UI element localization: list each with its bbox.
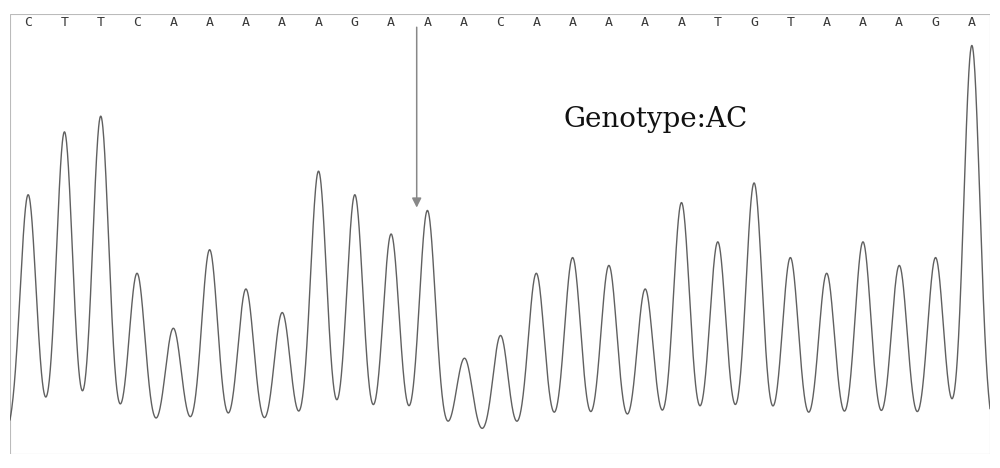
Text: G: G xyxy=(750,16,758,29)
Text: A: A xyxy=(169,16,177,29)
Text: G: G xyxy=(351,16,359,29)
Text: T: T xyxy=(714,16,722,29)
Text: C: C xyxy=(133,16,141,29)
Text: A: A xyxy=(569,16,577,29)
Text: A: A xyxy=(823,16,831,29)
Text: A: A xyxy=(968,16,976,29)
Text: T: T xyxy=(786,16,794,29)
Text: C: C xyxy=(24,16,32,29)
Text: A: A xyxy=(387,16,395,29)
Bar xyxy=(10,14,990,454)
Text: A: A xyxy=(677,16,685,29)
Text: A: A xyxy=(206,16,214,29)
Text: T: T xyxy=(97,16,105,29)
Text: A: A xyxy=(895,16,903,29)
Text: A: A xyxy=(278,16,286,29)
Text: A: A xyxy=(532,16,540,29)
Text: A: A xyxy=(315,16,323,29)
Text: T: T xyxy=(60,16,68,29)
Text: A: A xyxy=(859,16,867,29)
Text: Genotype:AC: Genotype:AC xyxy=(564,106,748,133)
Text: C: C xyxy=(496,16,504,29)
Text: A: A xyxy=(460,16,468,29)
Text: G: G xyxy=(932,16,940,29)
Text: A: A xyxy=(605,16,613,29)
Text: A: A xyxy=(641,16,649,29)
Text: A: A xyxy=(242,16,250,29)
Text: A: A xyxy=(423,16,431,29)
